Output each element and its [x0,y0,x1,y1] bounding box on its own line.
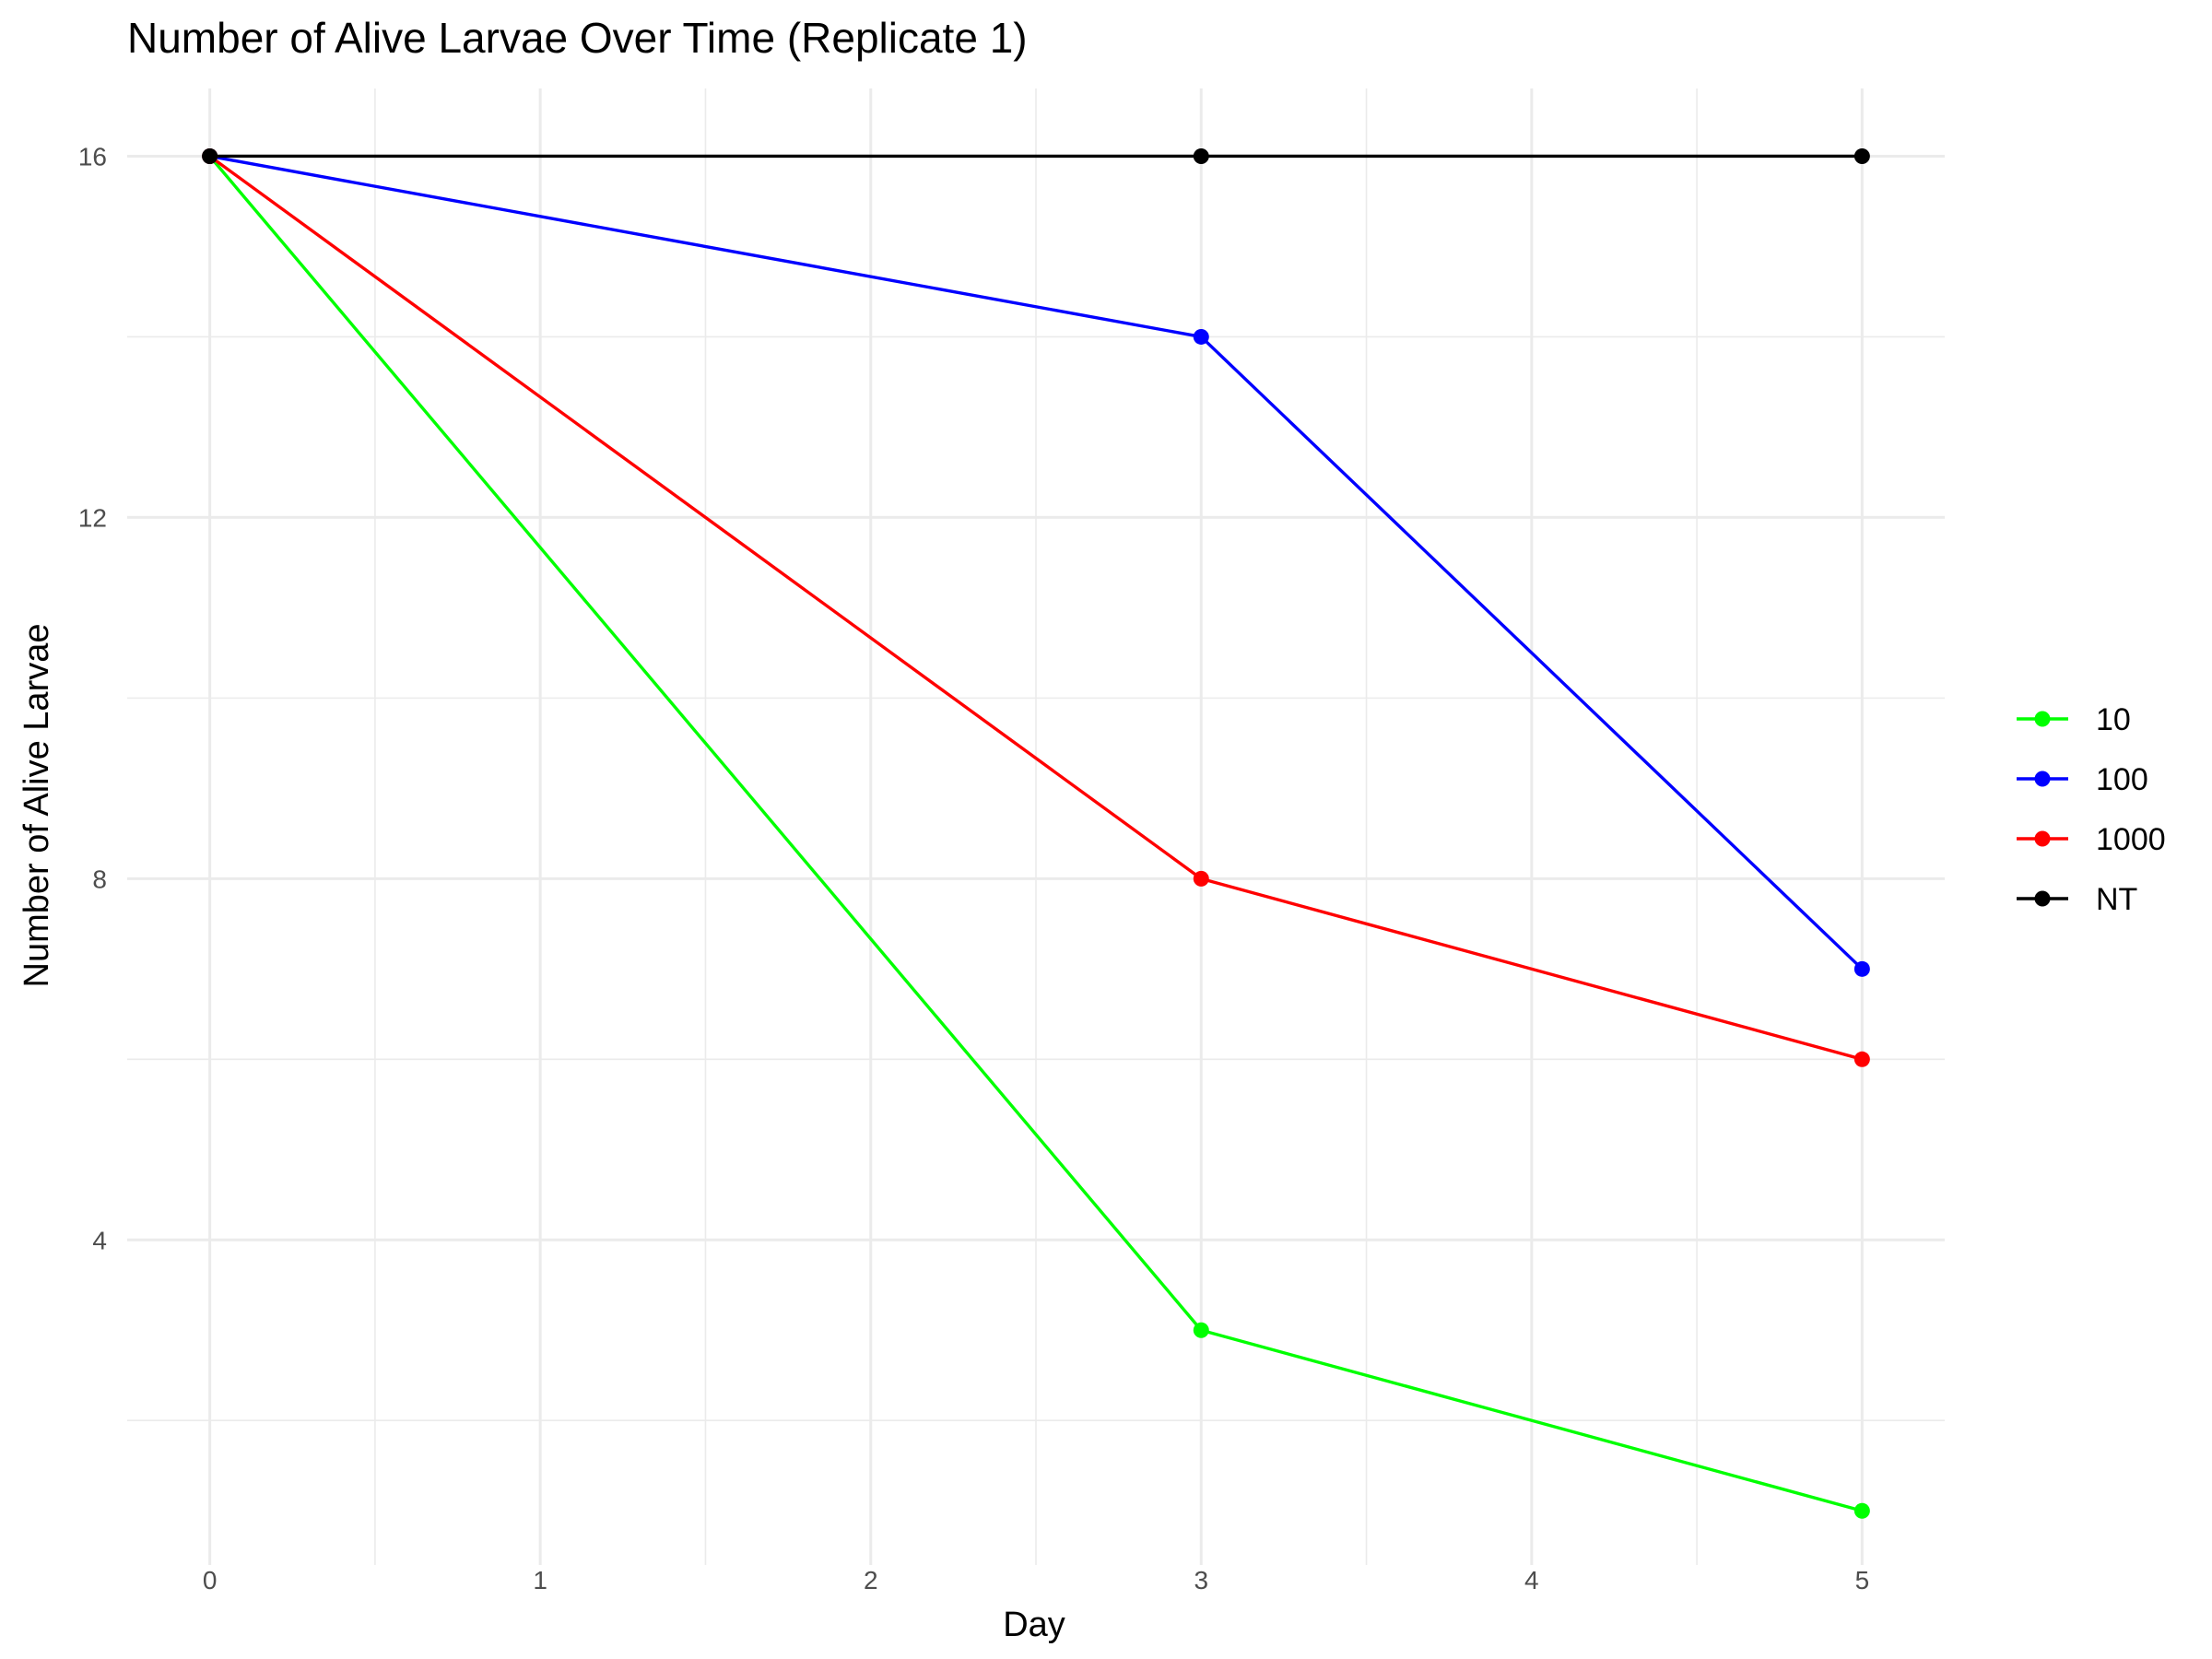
legend-key-point-100 [2034,771,2051,787]
legend-label-10: 10 [2096,702,2131,737]
data-point-10 [1853,1502,1870,1519]
y-tick-label: 4 [92,1226,107,1254]
chart-title: Number of Alive Larvae Over Time (Replic… [127,14,1028,62]
x-tick-label: 2 [864,1566,878,1594]
y-axis-title: Number of Alive Larvae [18,624,56,988]
data-point-100 [1193,328,1209,345]
legend-key-point-1000 [2034,830,2051,847]
legend-label-NT: NT [2096,882,2137,917]
x-tick-label: 0 [203,1566,218,1594]
legend: 10 100 1000 NT [2017,702,2166,917]
data-point-10 [1193,1322,1209,1338]
legend-label-100: 100 [2096,762,2148,797]
data-point-NT [202,147,218,164]
x-tick-label: 4 [1524,1566,1539,1594]
x-axis-title: Day [1003,1606,1065,1644]
legend-label-1000: 1000 [2096,822,2166,857]
data-point-NT [1193,147,1209,164]
data-point-100 [1853,960,1870,977]
x-tick-label: 5 [1855,1566,1870,1594]
data-point-NT [1853,147,1870,164]
series-points [202,147,1870,1519]
y-tick-label: 16 [78,142,107,171]
legend-key-point-NT [2034,890,2051,907]
data-point-1000 [1193,870,1209,887]
data-point-1000 [1853,1051,1870,1067]
x-axis-ticks: 0 1 2 3 4 5 [203,1566,1869,1594]
y-axis-ticks: 4 8 12 16 [78,142,107,1254]
y-tick-label: 12 [78,503,107,532]
x-tick-label: 1 [533,1566,547,1594]
legend-key-point-10 [2034,711,2051,727]
minor-gridlines [127,88,1945,1565]
x-tick-label: 3 [1194,1566,1208,1594]
y-tick-label: 8 [92,865,107,893]
